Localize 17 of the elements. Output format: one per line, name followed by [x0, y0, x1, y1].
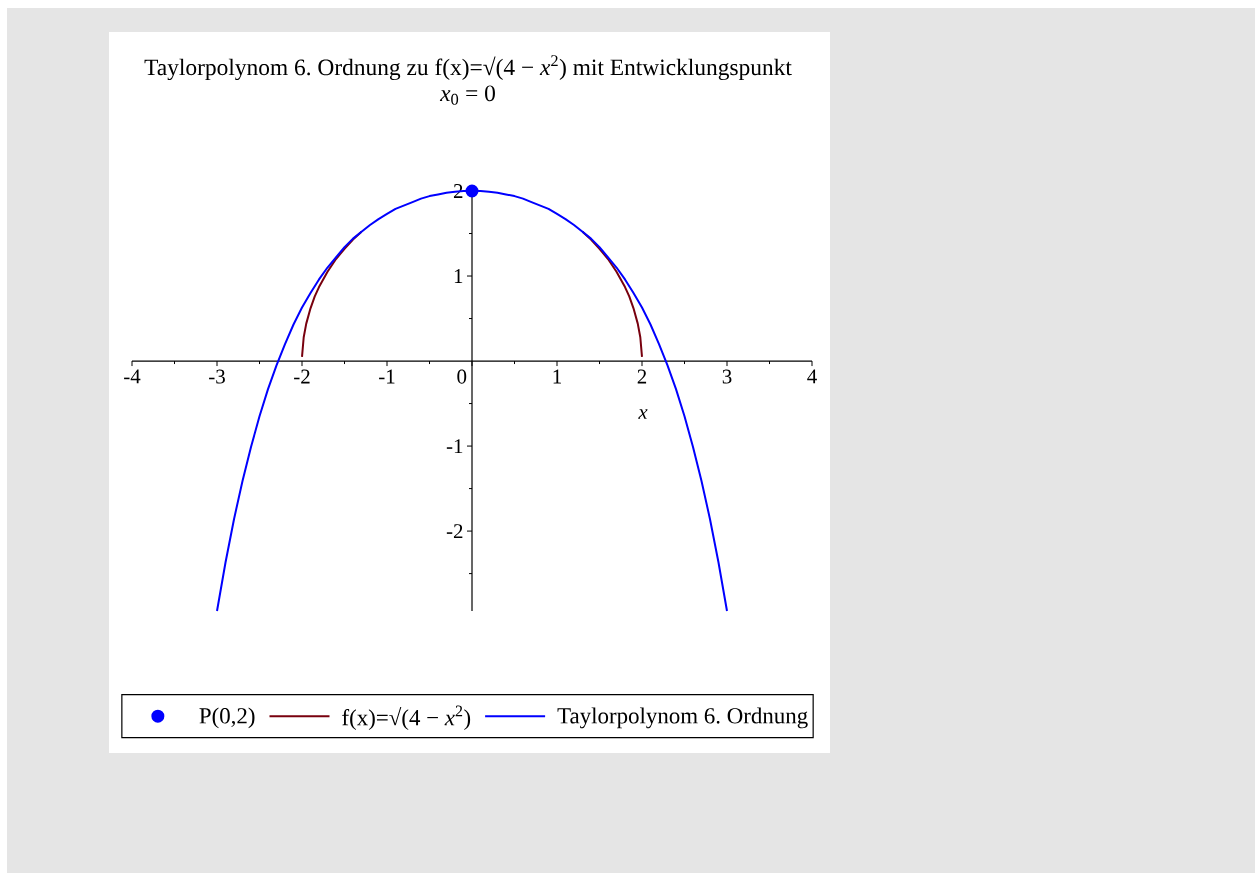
- legend-label: Taylorpolynom 6. Ordnung: [557, 707, 808, 729]
- x-tick-label: 3: [722, 369, 732, 384]
- x-tick-label: 1: [553, 369, 561, 384]
- x-tick-label: -2: [294, 369, 310, 384]
- legend-label: f(x)=√(4 − x$^{2}$): [342, 705, 471, 731]
- y-tick-label: -2: [446, 524, 463, 539]
- x-tick-label: -3: [209, 369, 225, 384]
- x-tick-label: 4: [807, 369, 817, 384]
- x-tick-label: 0: [457, 369, 467, 384]
- x-axis-title: x: [638, 409, 648, 419]
- y-tick-label: -1: [446, 439, 463, 453]
- y-tick-label: 1: [454, 269, 463, 283]
- x-tick-label: 2: [637, 369, 647, 384]
- legend-label: P(0,2): [199, 707, 255, 729]
- x-tick-label: -1: [379, 369, 395, 384]
- x-tick-label: -4: [124, 369, 141, 384]
- chart-title: Taylorpolynom 6. Ordnung zu f(x)=√(4 − x$^{2}$) mit Entwicklungspunkt x$_{0}$ = 0: [144, 55, 792, 105]
